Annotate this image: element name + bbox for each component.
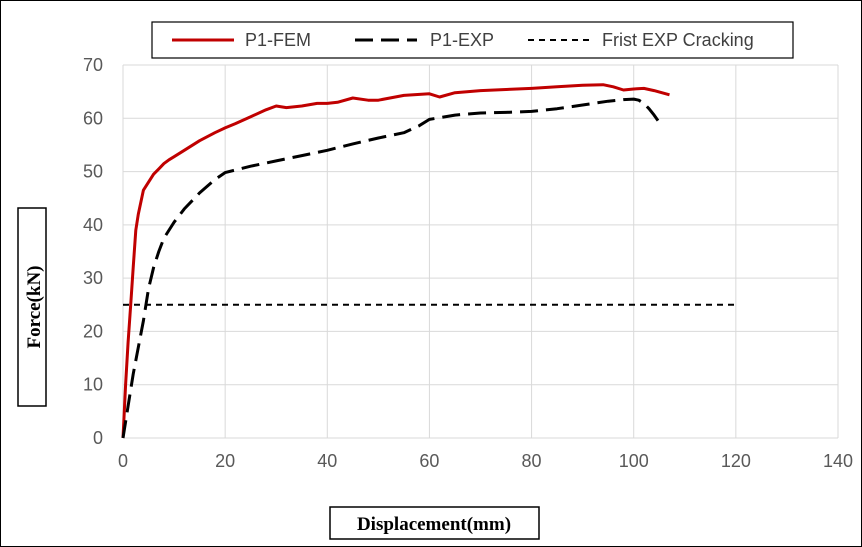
series-lines [121, 83, 736, 439]
x-axis-title-box [329, 506, 540, 540]
x-axis-title: Displacement(mm) [357, 514, 511, 535]
x-tick-label: 120 [721, 451, 751, 471]
y-axis-title: Force(kN) [24, 265, 45, 348]
legend-label: P1-EXP [430, 30, 494, 50]
y-tick-label: 0 [93, 428, 103, 448]
legend-label: Frist EXP Cracking [602, 30, 754, 50]
y-axis-title-box [17, 207, 47, 407]
x-tick-label: 100 [619, 451, 649, 471]
legend: P1-FEM P1-EXP Frist EXP Cracking [151, 21, 794, 59]
x-tick-label: 40 [317, 451, 337, 471]
y-tick-label: 60 [83, 108, 103, 128]
series-line-1 [121, 83, 670, 439]
y-tick-label: 10 [83, 375, 103, 395]
x-tick-label: 60 [419, 451, 439, 471]
x-tick-label: 0 [118, 451, 128, 471]
gridlines [123, 64, 839, 438]
y-tick-label: 40 [83, 215, 103, 235]
y-tick-label: 50 [83, 162, 103, 182]
tick-labels: 0 20 40 60 80 100 120 140 0 10 20 30 40 50 60 70 [83, 55, 853, 471]
x-tick-label: 20 [215, 451, 235, 471]
series-line-2 [121, 97, 661, 439]
x-tick-label: 140 [823, 451, 853, 471]
legend-label: P1-FEM [245, 30, 311, 50]
legend-box [151, 21, 794, 59]
y-axis-title-group: Force(kN) [17, 207, 47, 407]
y-tick-label: 70 [83, 55, 103, 75]
y-tick-label: 20 [83, 321, 103, 341]
x-tick-label: 80 [522, 451, 542, 471]
x-axis-title-group: Displacement(mm) [329, 506, 540, 540]
axes [122, 65, 838, 439]
y-tick-label: 30 [83, 268, 103, 288]
